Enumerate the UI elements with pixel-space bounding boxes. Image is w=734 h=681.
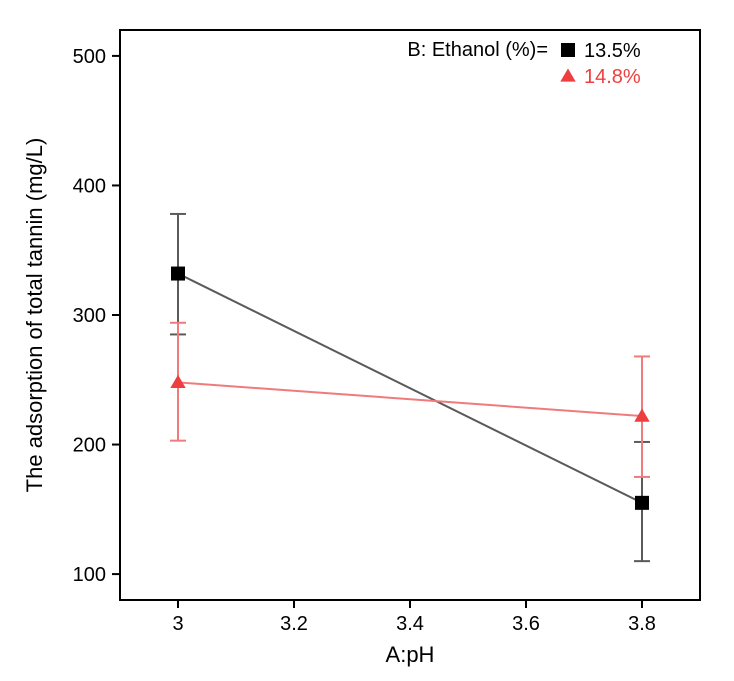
legend-marker [561, 43, 575, 57]
legend-label: 13.5% [584, 40, 641, 62]
x-tick-label: 3 [172, 613, 183, 635]
y-axis-label: The adsorption of total tannin (mg/L) [22, 138, 47, 493]
chart-container: 100 200 300 400 500 3 3.2 3.4 3.6 3.8 A:pH The adso… [0, 0, 734, 681]
chart-svg: 100 200 300 400 500 3 3.2 3.4 3.6 3.8 A:pH The adso… [0, 0, 734, 681]
y-tick-label: 500 [73, 46, 106, 68]
x-tick-label: 3.8 [628, 613, 656, 635]
chart-bg [0, 0, 734, 681]
series-marker [171, 267, 185, 281]
legend-label: 14.8% [584, 66, 641, 88]
y-tick-label: 100 [73, 564, 106, 586]
x-tick-label: 3.6 [512, 613, 540, 635]
y-tick-label: 200 [73, 435, 106, 457]
x-tick-label: 3.4 [396, 613, 424, 635]
y-tick-label: 300 [73, 305, 106, 327]
x-axis-label: A:pH [386, 642, 435, 667]
x-tick-label: 3.2 [280, 613, 308, 635]
y-tick-label: 400 [73, 175, 106, 197]
series-marker [635, 496, 649, 510]
legend-title: B: Ethanol (%)= [407, 39, 548, 61]
